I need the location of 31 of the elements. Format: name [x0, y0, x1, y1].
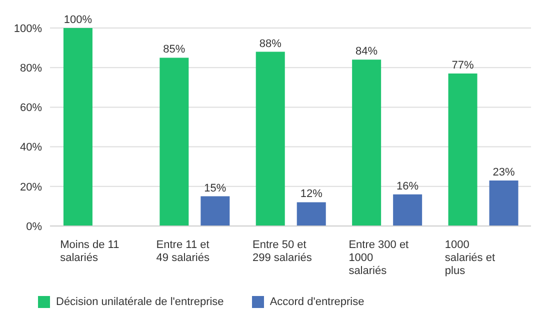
data-label: 16% [396, 180, 419, 192]
bar [63, 28, 92, 226]
bar [352, 60, 382, 226]
data-label: 15% [204, 182, 226, 194]
x-tick-label: Entre 50 et 299 salariés [252, 239, 312, 264]
x-tick-label: Entre 300 et 1000 salariés [348, 239, 409, 277]
y-tick-label: 40% [20, 142, 42, 154]
data-label: 77% [452, 60, 474, 72]
x-tick-label: 1000 salariés et plus [444, 239, 496, 277]
bar [160, 58, 189, 226]
x-tick-label: Moins de 11 salariés [60, 239, 120, 264]
bar [296, 202, 326, 226]
y-tick-label: 60% [20, 102, 42, 114]
y-tick-label: 0% [26, 220, 42, 233]
legend-label: Accord d'entreprise [268, 296, 364, 308]
bar [448, 74, 478, 226]
y-tick-label: 100% [14, 22, 42, 35]
y-tick-label: 80% [20, 62, 42, 75]
y-tick-label: 20% [20, 181, 42, 194]
data-label: 12% [300, 188, 323, 200]
bar [489, 180, 518, 226]
bar [393, 194, 422, 226]
data-label: 84% [356, 46, 378, 58]
data-label: 100% [64, 14, 92, 26]
data-label: 23% [492, 166, 515, 178]
bar [200, 196, 230, 226]
legend-label: Décision unilatérale de l'entreprise [55, 296, 224, 308]
x-tick-label: Entre 11 et 49 salariés [156, 239, 210, 264]
bar [256, 52, 285, 226]
data-label: 85% [163, 44, 186, 56]
data-label: 88% [259, 38, 282, 50]
